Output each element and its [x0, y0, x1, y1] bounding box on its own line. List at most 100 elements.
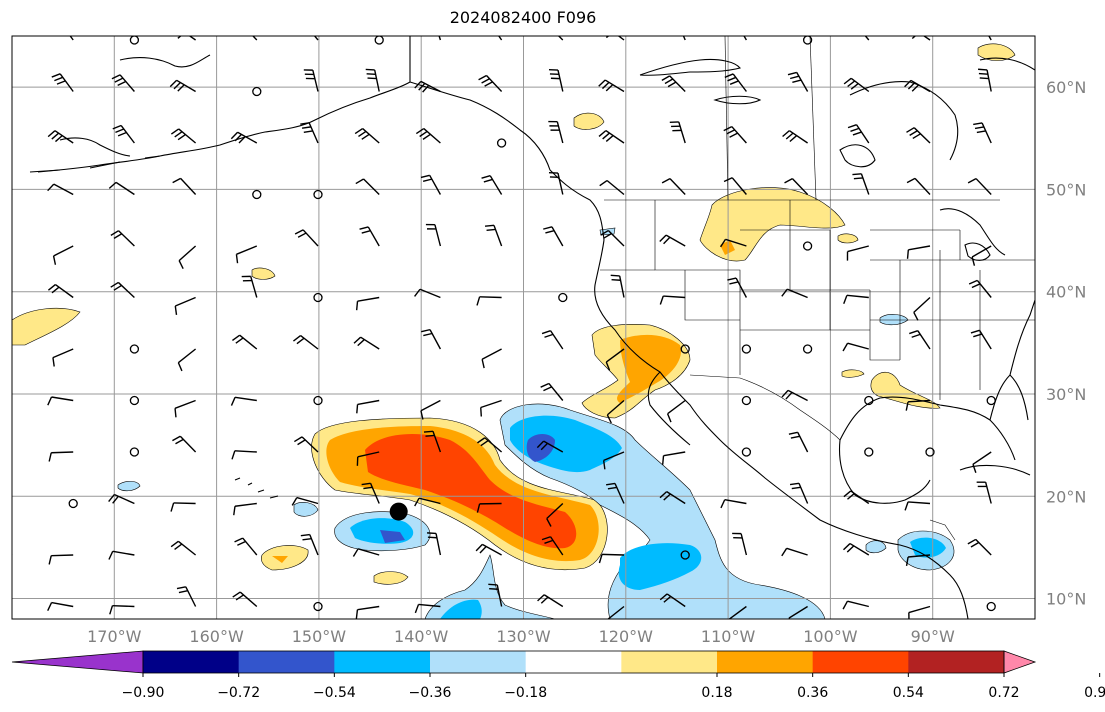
wind-barb: [908, 36, 931, 41]
wind-barb: [356, 399, 380, 414]
wind-barb: [47, 183, 74, 196]
longitude-label: 170°W: [87, 627, 142, 646]
latitude-labels: 60°N 50°N 40°N 30°N 20°N 10°N: [1046, 78, 1086, 608]
colorbar-tick-label: 0.18: [701, 685, 732, 701]
arctic-positive-small: [977, 43, 1016, 61]
wind-barb: [234, 537, 258, 556]
wind-barb: [666, 399, 686, 423]
negative-anomaly-deep: [526, 434, 555, 462]
wind-barb: [475, 543, 502, 556]
wind-barb: [723, 177, 747, 195]
wind-barb: [476, 296, 502, 306]
wind-barb: [968, 279, 992, 298]
wind-barb: [47, 396, 74, 406]
wind-barb: [788, 605, 808, 619]
wind-barb: [477, 437, 503, 453]
wind-barb: [172, 177, 197, 195]
colorbar-extend-high: [1003, 650, 1037, 674]
wind-barb: [231, 450, 257, 460]
wind-barb: [661, 451, 686, 465]
wind-barb: [988, 36, 992, 41]
calm-wind-circle: [558, 292, 568, 303]
wind-barb: [607, 605, 625, 619]
wind-barb: [557, 36, 564, 41]
wind-barb: [356, 451, 380, 466]
wind-barb: [908, 605, 931, 619]
wind-barb: [605, 36, 625, 41]
wind-barb: [48, 451, 74, 462]
wind-barb: [497, 36, 503, 41]
colorbar-segment: [430, 651, 527, 673]
wind-barb: [303, 69, 319, 92]
calm-wind-circle: [986, 601, 996, 612]
political-borders: [600, 36, 1035, 541]
wind-barb: [47, 283, 74, 299]
wind-barb: [598, 130, 625, 144]
calm-wind-circle: [129, 36, 140, 45]
wind-barb: [293, 334, 319, 350]
wind-barb: [484, 224, 503, 247]
wind-barb: [414, 288, 441, 299]
calm-wind-circle: [741, 344, 752, 354]
calm-wind-circle: [252, 189, 262, 200]
texas-positive-small: [841, 369, 865, 378]
wind-barb: [421, 328, 442, 350]
longitude-label: 100°W: [803, 627, 858, 646]
wind-barb: [12, 503, 13, 505]
wind-barb: [781, 288, 808, 299]
wind-barb: [425, 223, 442, 247]
wind-barb: [659, 234, 686, 247]
calm-wind-circle: [313, 189, 323, 200]
calm-wind-circle: [741, 395, 752, 406]
west-pos-small-2: [251, 267, 276, 280]
wind-barb: [661, 75, 686, 92]
wind-barb: [178, 245, 197, 269]
wind-barb: [241, 275, 258, 298]
wind-barb: [913, 296, 931, 321]
wind-barb: [52, 245, 74, 265]
wind-barb: [174, 399, 196, 418]
wind-barb: [353, 336, 380, 350]
colorbar-tick-label: 0.72: [988, 685, 1019, 701]
north-positive-small-2: [837, 233, 859, 244]
wind-barb: [232, 334, 258, 350]
wind-barb: [488, 583, 503, 607]
wind-barb: [973, 122, 992, 144]
wind-barb: [252, 36, 258, 41]
canada-positive-small: [573, 112, 605, 130]
longitude-label: 110°W: [701, 627, 756, 646]
calm-wind-circle: [741, 447, 752, 457]
wind-barb: [548, 68, 564, 92]
wind-barb: [476, 502, 502, 513]
colorbar-tick-label: 0.54: [893, 685, 924, 701]
wind-barb: [787, 71, 809, 92]
calm-wind-circle: [925, 447, 935, 457]
wind-barb: [724, 73, 747, 92]
wind-barb: [423, 430, 442, 453]
calm-wind-circle: [864, 395, 874, 406]
calm-wind-circle: [986, 395, 996, 406]
wind-barb: [599, 179, 625, 196]
wind-barb: [976, 481, 992, 504]
wind-barb: [978, 68, 992, 92]
longitude-label: 150°W: [292, 627, 347, 646]
wind-barb: [112, 124, 135, 144]
west-positive-area: [12, 307, 81, 346]
wind-barb: [170, 502, 196, 512]
wind-barb: [906, 177, 931, 195]
wind-barb: [48, 554, 74, 565]
wind-barb: [842, 600, 869, 610]
mex-negative-small: [865, 540, 887, 554]
wind-barb: [541, 536, 564, 556]
wind-barb: [230, 131, 258, 144]
wind-barb: [606, 399, 625, 424]
calm-wind-circle: [802, 241, 813, 251]
wind-barb: [967, 538, 992, 556]
wind-barb: [659, 295, 686, 305]
wind-barb: [610, 274, 625, 298]
wind-barb: [427, 532, 442, 556]
wind-barb: [843, 294, 869, 304]
storm-center-marker: [389, 502, 408, 521]
wind-barb: [536, 440, 564, 453]
calm-wind-circle: [68, 498, 78, 509]
